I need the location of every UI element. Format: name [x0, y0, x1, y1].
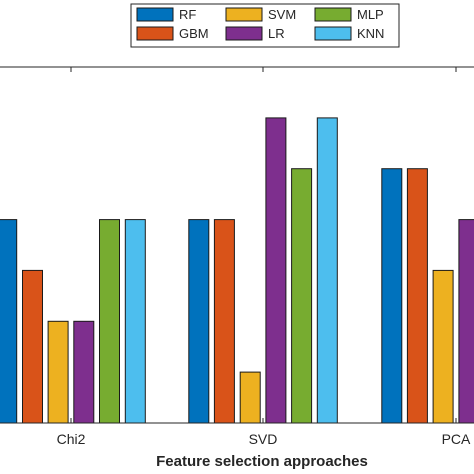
legend-label-rf: RF [179, 7, 196, 22]
bar-gbm-svd [213, 219, 235, 424]
legend: RF SVM MLP GBM LR KNN [130, 3, 400, 48]
legend-label-gbm: GBM [179, 26, 209, 41]
legend-box [130, 3, 400, 48]
bar-lr-svd [265, 117, 287, 424]
bar-svm-chi2 [47, 320, 69, 424]
legend-label-knn: KNN [357, 26, 384, 41]
x-tick-label-svd: SVD [249, 431, 278, 447]
x-axis-label: Feature selection approaches [156, 453, 368, 470]
bar-lr-pca [458, 219, 474, 424]
bar-knn-chi2 [124, 219, 146, 424]
legend-swatch-lr [225, 26, 263, 41]
bar-mlp-chi2 [99, 219, 120, 424]
x-ticks-group: Chi2 SVD PCA [57, 67, 471, 447]
bar-gbm-pca [406, 168, 428, 424]
bar-svm-svd [239, 371, 261, 424]
bar-gbm-chi2 [22, 269, 43, 424]
bar-knn-svd [316, 117, 338, 424]
legend-swatch-rf [136, 7, 174, 22]
bars-group [0, 117, 474, 424]
bar-rf-chi2 [0, 219, 18, 424]
bar-mlp-svd [291, 168, 313, 424]
legend-swatch-gbm [136, 26, 174, 41]
legend-swatch-mlp [314, 7, 352, 22]
legend-label-svm: SVM [268, 7, 296, 22]
bar-rf-pca [381, 168, 403, 424]
bar-svm-pca [432, 269, 454, 424]
bar-lr-chi2 [73, 320, 95, 424]
legend-label-mlp: MLP [357, 7, 384, 22]
bar-rf-svd [188, 219, 210, 424]
legend-swatch-knn [314, 26, 352, 41]
x-tick-label-chi2: Chi2 [57, 431, 86, 447]
legend-swatch-svm [225, 7, 263, 22]
legend-label-lr: LR [268, 26, 285, 41]
x-tick-label-pca: PCA [442, 431, 471, 447]
